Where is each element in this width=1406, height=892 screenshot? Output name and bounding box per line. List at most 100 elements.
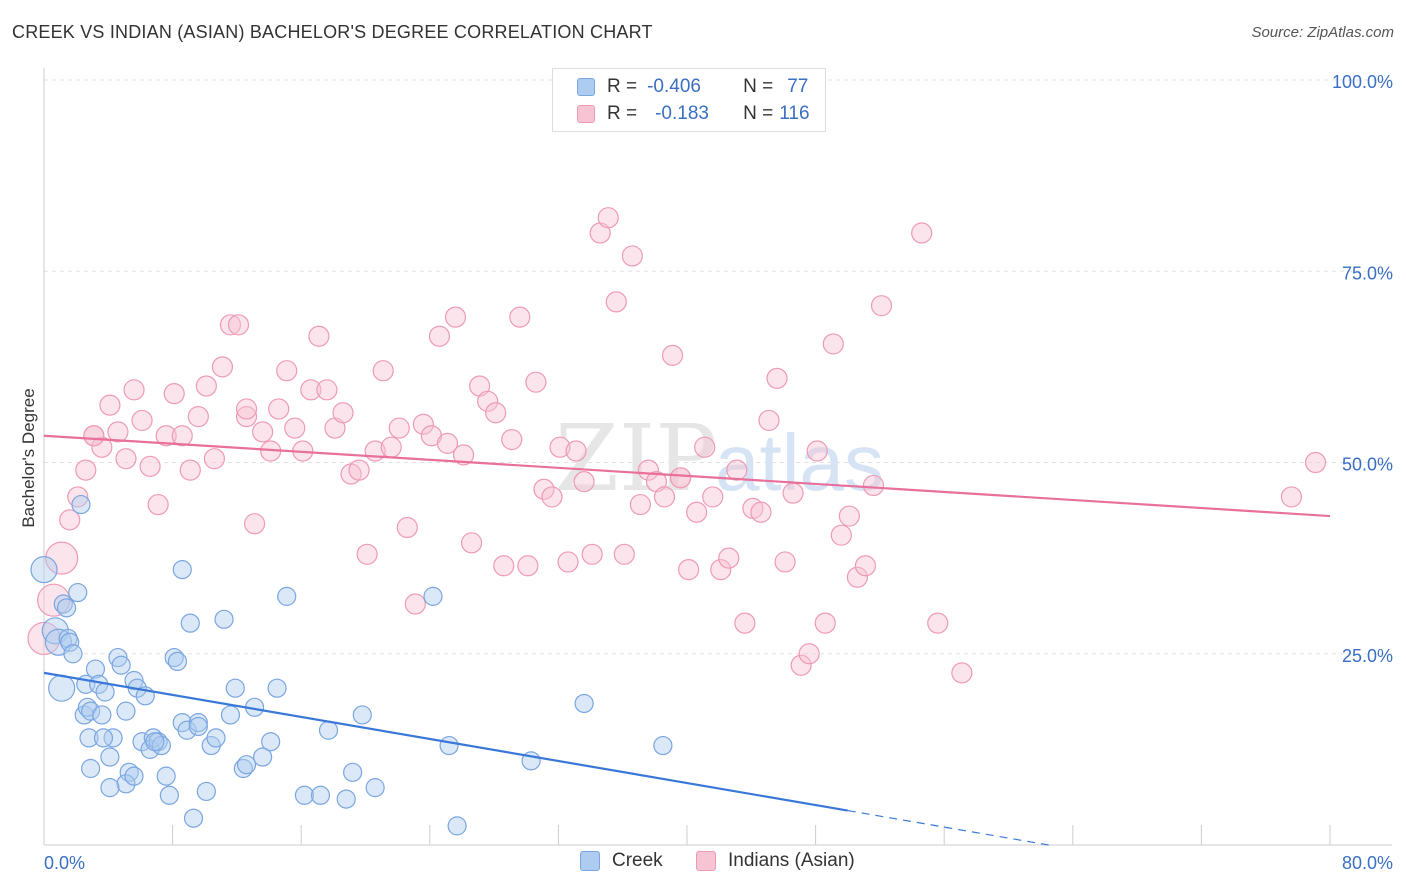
- indians-point: [139, 455, 161, 477]
- y-tick-label: 75.0%: [1342, 263, 1393, 283]
- indians-point: [637, 459, 660, 481]
- creek-point: [188, 716, 208, 737]
- creek-point: [81, 701, 101, 721]
- indians-point: [678, 558, 700, 581]
- trend-lines: [43, 434, 1331, 846]
- indians-point: [477, 390, 499, 412]
- creek-point: [63, 644, 83, 664]
- indians-point: [380, 436, 402, 458]
- indians-point: [573, 471, 595, 493]
- creek-point: [92, 705, 112, 725]
- creek-trend-line: [43, 671, 848, 812]
- indians-r-value: -0.183: [655, 103, 709, 124]
- creek-point: [261, 732, 281, 752]
- indians-point: [460, 532, 483, 554]
- creek-point: [253, 747, 273, 767]
- creek-point: [180, 613, 200, 633]
- creek-point: [352, 705, 372, 725]
- creek-point: [159, 785, 179, 805]
- indians-point: [1304, 451, 1327, 474]
- indians-point: [252, 421, 274, 443]
- creek-point: [79, 728, 99, 748]
- x-tick-label-min: 0.0%: [44, 853, 85, 873]
- indians-point: [243, 513, 266, 535]
- indians-point: [187, 406, 209, 428]
- creek-legend-label: Creek: [612, 850, 663, 871]
- creek-point: [310, 785, 331, 805]
- indians-point: [557, 551, 579, 573]
- creek-point: [220, 705, 241, 725]
- creek-point: [111, 655, 131, 675]
- indians-point: [235, 406, 258, 428]
- creek-point: [196, 781, 216, 802]
- indians-point: [734, 612, 756, 634]
- indians-point: [163, 383, 185, 405]
- indians-point: [284, 417, 306, 439]
- creek-point: [93, 728, 114, 748]
- indians-point: [155, 425, 177, 447]
- y-tick-label: 100.0%: [1332, 72, 1393, 92]
- creek-point: [447, 816, 467, 836]
- indians-point: [45, 541, 79, 575]
- y-tick-label: 25.0%: [1342, 646, 1393, 666]
- indians-trend-line: [43, 434, 1331, 518]
- indians-point: [718, 547, 740, 569]
- indians-point: [830, 524, 852, 546]
- source-label: Source: ZipAtlas.com: [1251, 24, 1394, 41]
- indians-point: [501, 428, 523, 451]
- indians-point: [348, 459, 370, 481]
- chart-title: CREEK VS INDIAN (ASIAN) BACHELOR'S DEGRE…: [12, 22, 653, 42]
- indians-point: [927, 612, 949, 634]
- watermark: ZIP atlas: [555, 405, 884, 512]
- y-axis-label: Bachelor's Degree: [19, 388, 38, 527]
- legend-row-indians: R = -0.183 N = 116: [577, 101, 810, 127]
- indians-point: [235, 398, 258, 420]
- data-points: [27, 207, 1327, 836]
- legend-item-indians[interactable]: Indians (Asian): [696, 850, 855, 872]
- creek-point: [116, 774, 136, 794]
- creek-point: [116, 701, 136, 721]
- indians-point: [227, 314, 250, 336]
- indians-point: [798, 643, 820, 665]
- creek-point: [60, 632, 80, 652]
- indians-point: [203, 448, 225, 470]
- indians-point: [99, 394, 121, 416]
- indians-swatch: [577, 105, 595, 123]
- indians-point: [211, 356, 234, 378]
- creek-point: [183, 808, 204, 828]
- indians-point: [396, 516, 418, 539]
- indians-point: [171, 425, 193, 447]
- indians-point: [452, 444, 475, 466]
- indians-point: [525, 371, 547, 393]
- creek-point: [156, 766, 176, 786]
- creek-point: [574, 693, 594, 714]
- indians-point: [268, 398, 290, 420]
- n-label: N =: [743, 103, 774, 124]
- indians-point: [372, 360, 394, 382]
- indians-point: [219, 314, 242, 336]
- indians-point: [1280, 486, 1303, 508]
- indians-point: [428, 325, 451, 347]
- legend-row-creek: R = -0.406 N = 77: [577, 74, 808, 100]
- creek-point: [145, 732, 165, 752]
- indians-point: [581, 543, 603, 565]
- indians-point: [621, 245, 643, 267]
- indians-point: [195, 375, 217, 397]
- creek-point: [95, 682, 115, 702]
- series-legend: Creek Indians (Asian): [0, 850, 1406, 878]
- creek-point: [225, 678, 245, 698]
- creek-n-value: 77: [787, 76, 809, 97]
- creek-point: [365, 778, 385, 798]
- indians-point: [702, 486, 724, 508]
- creek-point: [277, 586, 297, 606]
- indians-point: [517, 555, 539, 577]
- indians-point: [669, 467, 692, 489]
- indians-point: [694, 436, 716, 458]
- creek-point: [68, 582, 88, 603]
- indians-point: [774, 551, 796, 573]
- legend-item-creek[interactable]: Creek: [580, 850, 663, 872]
- axes: [43, 68, 1392, 846]
- indians-point: [356, 543, 378, 565]
- indians-legend-label: Indians (Asian): [728, 850, 855, 871]
- indians-point: [782, 482, 804, 504]
